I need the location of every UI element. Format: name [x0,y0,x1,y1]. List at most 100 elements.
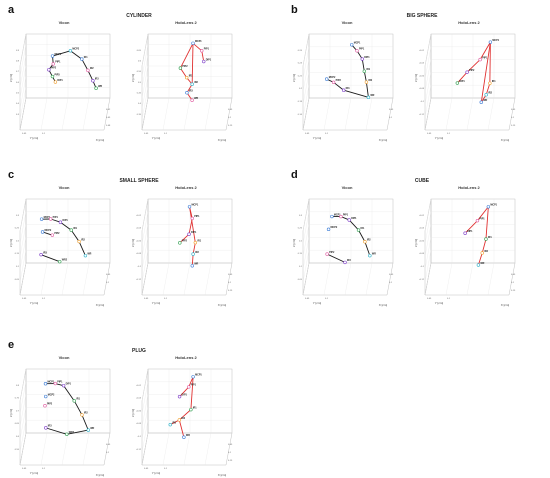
y-axis-label: Y [cm] [30,471,39,475]
z-tick-label: 0.24 [298,63,303,65]
x-tick-label: 0.05 [389,109,394,111]
grid-line [344,262,352,296]
z-tick-label: -0.02 [136,385,142,387]
panel-title: SMALL SPHERE [119,178,159,184]
joint-marker [58,259,62,264]
grid-line [162,97,170,131]
joint-marker [86,428,90,432]
skeleton-segment [179,233,190,244]
z-axis-label: Z [cm] [292,74,296,82]
joint-label: IR1 [76,398,80,401]
grid-line [141,432,149,466]
y-axis-label: Y [cm] [313,301,322,305]
joint-label: PIP1 [204,48,210,51]
grid-line [141,44,149,77]
z-axis-label: Z [cm] [292,239,296,247]
x-axis-label: X [cm] [218,473,227,477]
joint-label: IR1 [492,80,496,83]
z-tick-label: -0.06 [419,240,425,242]
joint-label: IR1 [84,56,88,59]
skeleton-segment [192,242,196,255]
panel-letter: a [8,4,15,16]
grid-line [82,97,90,131]
x-axis-label: X [cm] [96,473,105,477]
skeleton-segment [50,218,61,223]
y-tick-label: 0.1 [42,468,46,470]
z-tick-label: -0.02 [419,215,425,217]
joint-marker [65,432,69,436]
joint-marker [178,66,183,70]
joint-label: PIP1 [55,61,61,64]
z-tick-label: -0.08 [419,88,425,90]
joint-label: PIP1 [359,48,365,51]
joint-marker [44,394,48,399]
grid-line [424,250,432,283]
joint-label: PIP2 [329,251,335,254]
joint-marker [51,62,55,66]
z-tick-label: 0.2 [299,240,303,242]
joint-label: IR2 [488,92,492,95]
y-tick-label: 0.1 [325,298,329,300]
z-tick-label: -0.06 [136,240,142,242]
z-tick-label: 0.7 [16,71,20,73]
grid-line [302,211,310,244]
subplot-title: Vicon [59,355,70,360]
joint-marker [350,43,354,47]
subplot-hololens: HoloLens 2 -0.02 -0.04 -0.06 -0.08 -0.1 -0.12 Z… [131,355,233,477]
grid-line [19,394,27,427]
grid-line [424,59,432,92]
joint-marker [50,54,55,58]
joint-marker [475,218,480,223]
grid-line [19,407,27,440]
box-side-wall [302,33,310,131]
joint-label: MCP1 [192,204,199,207]
y-tick-label: 0.1 [42,133,46,135]
skeleton-segment [464,220,478,234]
joint-label: PIP2 [182,240,188,243]
joint-marker [368,253,372,258]
panel-letter: b [291,4,298,16]
z-tick-label: 0.45 [137,92,142,94]
y-tick-label: 0.1 [447,133,451,135]
subplot-title: Vicon [59,185,70,190]
z-tick-label: -0.02 [136,215,142,217]
x-tick-label: 0.1 [228,452,232,454]
box-side-wall [19,368,27,466]
skeleton-segment [70,229,80,243]
skeleton-segment [456,71,468,84]
joint-marker [184,75,189,80]
joint-marker [80,413,84,417]
joint-label: MCP2 [329,76,336,79]
skeleton-segment [361,58,365,72]
z-tick-label: 0.6 [16,436,20,438]
joint-marker [50,233,55,237]
subplot-title: Vicon [59,20,70,25]
joint-label: MCP1 [195,40,202,43]
joint-label: PIP1 [343,213,349,216]
joint-label: WR [483,99,487,102]
skeleton-segment [81,414,89,431]
panel-letter: c [8,169,14,181]
grid-line [141,394,149,427]
joint-marker [339,214,343,219]
subplot-hololens: HoloLens 2 -0.02 -0.04 -0.06 -0.08 -0.1 -0.12 Z… [414,20,516,142]
z-tick-label: 0.55 [15,449,20,451]
y-axis-label: Y [cm] [313,136,322,140]
grid-line [424,97,432,131]
panel-e: e PLUG Vicon 0.8 0.75 0.7 0.65 0.6 0.55 Z [cm] Y [… [8,339,233,477]
y-tick-label: 0.05 [427,298,432,300]
z-tick-label: -0.08 [419,253,425,255]
joint-marker [480,251,484,255]
joint-label: PIP1 [482,56,488,59]
skeleton-segment [343,89,369,98]
grid-line [302,250,310,283]
grid-line [19,198,27,232]
joint-label: MCP2 [48,393,55,396]
z-tick-label: 0.1 [16,266,20,268]
grid-line [365,262,373,296]
grid-line [19,33,27,67]
joint-label: IR3 [43,251,47,254]
grid-line [19,44,27,77]
joint-label: PIP1 [194,215,200,218]
z-tick-label: 0.1 [299,266,303,268]
